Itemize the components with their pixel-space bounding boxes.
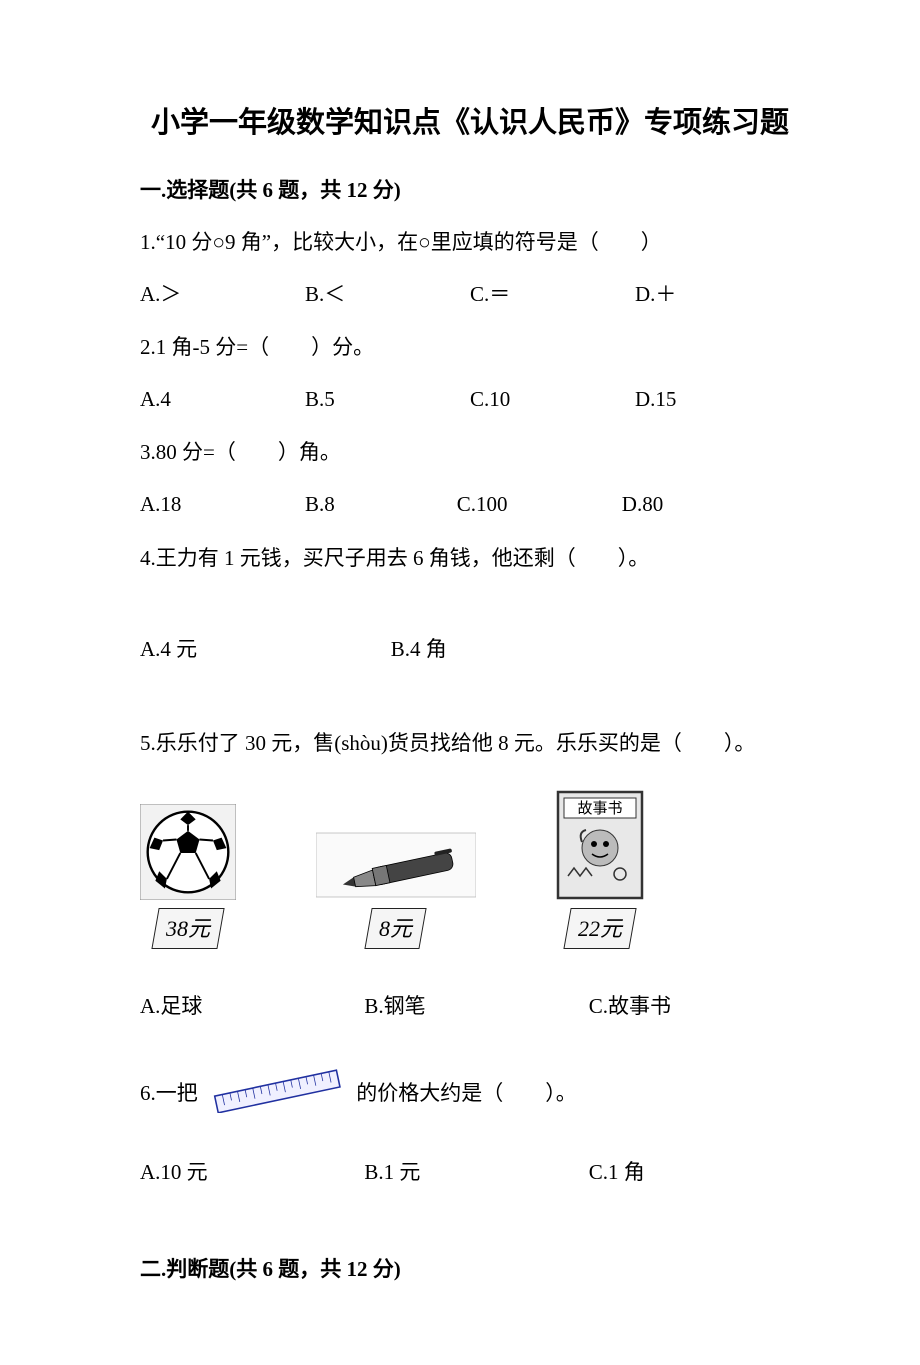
- q6-opt-c: C.1 角: [589, 1156, 787, 1190]
- q3-opt-d: D.80: [622, 488, 754, 522]
- question-5-images: 38元 8元 故事书: [140, 790, 800, 949]
- price-tag-pen: 8元: [365, 908, 427, 949]
- q1-opt-b: B.＜: [305, 278, 470, 312]
- q1-opt-d: D.＋: [635, 278, 800, 312]
- q6-opt-a: A.10 元: [140, 1156, 364, 1190]
- q3-opt-b: B.8: [305, 488, 457, 522]
- q3-opt-c: C.100: [457, 488, 622, 522]
- question-5-options: A.足球 B.钢笔 C.故事书: [140, 990, 800, 1024]
- section-2-header: 二.判断题(共 6 题，共 12 分): [140, 1253, 800, 1287]
- question-1-text: 1.“10 分○9 角”，比较大小，在○里应填的符号是（ ）: [140, 226, 800, 260]
- storybook-icon: 故事书: [556, 790, 644, 900]
- question-3-text: 3.80 分=（ ）角。: [140, 436, 800, 470]
- svg-text:故事书: 故事书: [577, 800, 622, 817]
- question-4-options: A.4 元 B.4 角: [140, 633, 800, 667]
- q6-pre: 6.一把: [140, 1081, 198, 1105]
- question-4: 4.王力有 1 元钱，买尺子用去 6 角钱，他还剩（ ）。 A.4 元 B.4 …: [140, 542, 800, 667]
- question-1-options: A.＞ B.＜ C.＝ D.＋: [140, 278, 800, 312]
- q5-opt-a: A.足球: [140, 990, 364, 1024]
- question-2-options: A.4 B.5 C.10 D.15: [140, 383, 800, 417]
- q1-opt-a: A.＞: [140, 278, 305, 312]
- section-1-header: 一.选择题(共 6 题，共 12 分): [140, 174, 800, 208]
- soccer-ball-icon: [140, 804, 236, 900]
- question-2-text: 2.1 角-5 分=（ ）分。: [140, 331, 800, 365]
- question-3: 3.80 分=（ ）角。 A.18 B.8 C.100 D.80: [140, 436, 800, 521]
- q2-opt-d: D.15: [635, 383, 800, 417]
- item-pen: 8元: [316, 830, 476, 949]
- q2-opt-c: C.10: [470, 383, 635, 417]
- q2-opt-b: B.5: [305, 383, 470, 417]
- ruler-icon: [207, 1067, 347, 1124]
- price-tag-ball: 38元: [151, 908, 224, 949]
- q5-opt-b: B.钢笔: [364, 990, 588, 1024]
- q4-opt-a: A.4 元: [140, 633, 391, 667]
- question-6-options: A.10 元 B.1 元 C.1 角: [140, 1156, 800, 1190]
- q6-post: 的价格大约是（ ）。: [356, 1081, 577, 1105]
- q4-opt-b: B.4 角: [391, 633, 447, 667]
- question-6-text: 6.一把: [140, 1067, 800, 1124]
- item-storybook: 故事书 22元: [556, 790, 644, 949]
- question-5-text: 5.乐乐付了 30 元，售(shòu)货员找给他 8 元。乐乐买的是（ ）。: [140, 727, 800, 761]
- question-6: 6.一把: [140, 1067, 800, 1189]
- page-title: 小学一年级数学知识点《认识人民币》专项练习题: [140, 100, 800, 146]
- price-tag-book: 22元: [563, 908, 636, 949]
- q5-opt-c: C.故事书: [589, 990, 787, 1024]
- question-1: 1.“10 分○9 角”，比较大小，在○里应填的符号是（ ） A.＞ B.＜ C…: [140, 226, 800, 311]
- q2-opt-a: A.4: [140, 383, 305, 417]
- item-soccer-ball: 38元: [140, 804, 236, 949]
- fountain-pen-icon: [316, 830, 476, 900]
- question-3-options: A.18 B.8 C.100 D.80: [140, 488, 800, 522]
- q6-opt-b: B.1 元: [364, 1156, 588, 1190]
- q1-opt-c: C.＝: [470, 278, 635, 312]
- question-5: 5.乐乐付了 30 元，售(shòu)货员找给他 8 元。乐乐买的是（ ）。 3…: [140, 727, 800, 1023]
- question-2: 2.1 角-5 分=（ ）分。 A.4 B.5 C.10 D.15: [140, 331, 800, 416]
- q3-opt-a: A.18: [140, 488, 305, 522]
- question-4-text: 4.王力有 1 元钱，买尺子用去 6 角钱，他还剩（ ）。: [140, 542, 800, 576]
